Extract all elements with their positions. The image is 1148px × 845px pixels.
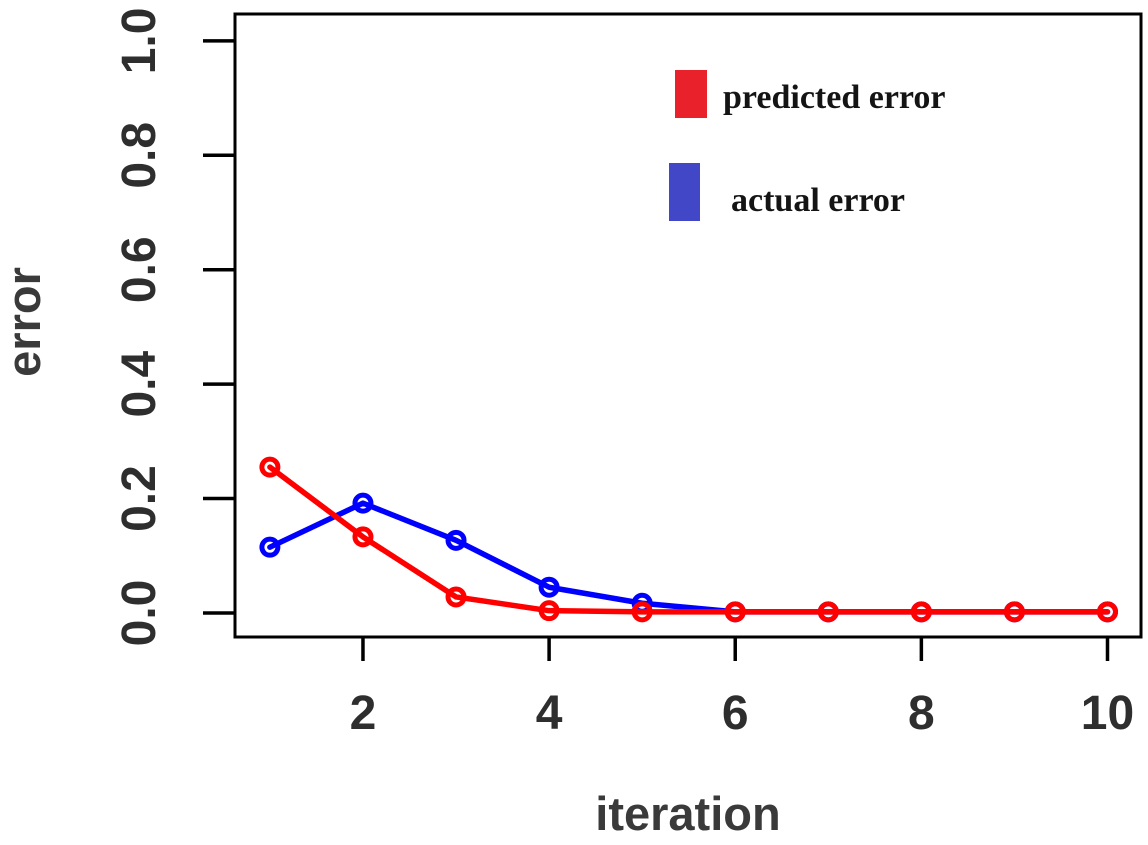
- y-tick-label: 1.0: [113, 8, 166, 75]
- data-point-marker: [259, 456, 281, 478]
- y-tick-label: 0.6: [113, 236, 166, 303]
- data-point-marker: [352, 526, 374, 548]
- y-axis-title: error: [0, 267, 50, 377]
- legend-label-predicted-error: predicted error: [723, 79, 946, 116]
- plot-area-border: [233, 12, 1143, 639]
- y-tick-label: 0.2: [113, 465, 166, 532]
- x-axis: 2 4 6 8 10: [350, 637, 1134, 740]
- data-point-marker: [445, 586, 467, 608]
- legend-swatch-predicted-error: [675, 70, 707, 118]
- x-tick-label: 4: [536, 687, 563, 740]
- x-tick-label: 6: [722, 687, 749, 740]
- legend-label-actual-error: actual error: [731, 182, 905, 219]
- x-axis-title: iteration: [595, 787, 780, 840]
- data-point-marker: [817, 601, 839, 623]
- data-point-marker: [1096, 601, 1118, 623]
- x-tick-label: 10: [1081, 687, 1134, 740]
- plot-series: [259, 456, 1118, 623]
- y-tick-label: 0.8: [113, 122, 166, 189]
- data-point-marker: [445, 529, 467, 551]
- x-tick-label: 2: [350, 687, 377, 740]
- y-axis: 0.0 0.2 0.4 0.6 0.8 1.0: [113, 8, 235, 647]
- data-point-marker: [910, 601, 932, 623]
- x-tick-label: 8: [908, 687, 935, 740]
- data-point-marker: [538, 600, 560, 622]
- legend-swatch-actual-error: [669, 163, 700, 221]
- data-point-marker: [259, 536, 281, 558]
- y-tick-label: 0.4: [113, 350, 166, 417]
- data-point-marker: [1003, 601, 1025, 623]
- data-point-marker: [724, 601, 746, 623]
- data-point-marker: [538, 576, 560, 598]
- data-point-marker: [352, 492, 374, 514]
- legend: predicted error actual error: [669, 70, 946, 221]
- y-tick-label: 0.0: [113, 580, 166, 647]
- series-line: [267, 464, 1111, 615]
- data-point-marker: [631, 601, 653, 623]
